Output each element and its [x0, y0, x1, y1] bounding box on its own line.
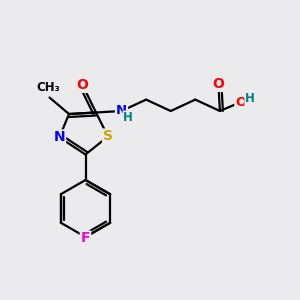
Text: CH₃: CH₃	[36, 81, 60, 94]
Text: O: O	[235, 95, 247, 109]
Text: H: H	[245, 92, 255, 105]
Text: S: S	[103, 130, 113, 143]
Text: O: O	[76, 78, 88, 92]
Text: O: O	[212, 77, 224, 91]
Text: N: N	[116, 104, 127, 118]
Text: H: H	[123, 111, 133, 124]
Text: N: N	[54, 130, 65, 144]
Text: F: F	[81, 232, 90, 245]
